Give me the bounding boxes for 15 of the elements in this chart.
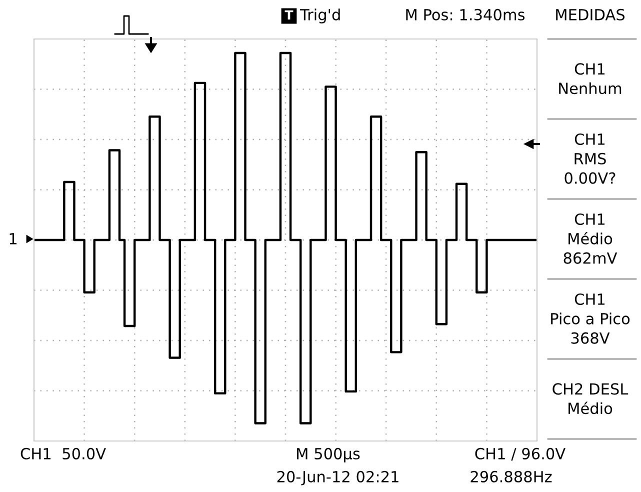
text: M 500µs [297,448,360,462]
text: CH1 RMS 0.00V? [564,133,616,184]
text: T [284,10,294,20]
text: Trig'd [300,8,340,24]
text: 1 [10,233,16,244]
text: M Pos: 1.340ms [406,8,525,20]
text: CH1 50.0V [20,448,106,460]
text: CH1 Pico a Pico 368V [551,293,630,344]
text: CH1 ∕ 96.0V [475,448,566,461]
text: 20-Jun-12 02:21 [277,470,398,486]
text: CH1 Nenhum [559,63,622,94]
text: 296.888Hz [470,470,552,482]
text: CH1 Médio 862mV [564,213,618,264]
text: MEDIDAS [556,8,625,20]
text: CH2 DESL Médio [552,383,628,414]
